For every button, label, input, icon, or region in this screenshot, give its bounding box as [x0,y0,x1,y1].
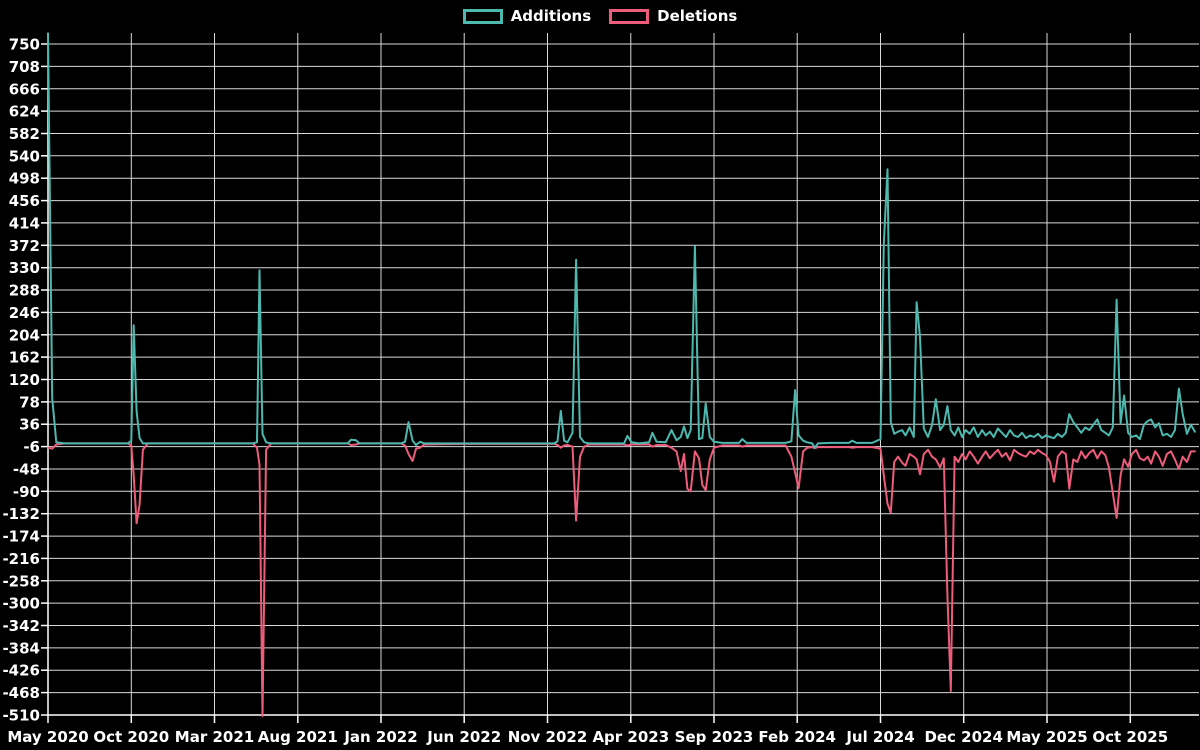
y-tick-label: 330 [9,259,40,277]
y-tick-label: -342 [2,617,40,635]
additions-line [47,32,1196,449]
legend-label-additions: Additions [510,7,592,25]
y-tick-label: 498 [9,170,40,188]
y-tick-label: -90 [13,483,40,501]
y-tick-label: 624 [9,103,40,121]
y-tick-label: 540 [9,147,40,165]
additions-swatch-icon [462,8,503,24]
y-tick-label: 78 [19,393,40,411]
y-tick-label: 750 [9,36,40,54]
y-tick-label: -216 [2,550,40,568]
y-tick-label: 204 [9,326,40,344]
deletions-line [47,442,1196,717]
y-tick-label: 456 [9,192,40,210]
x-tick-label: May 2025 [1006,728,1087,746]
x-tick-label: Jul 2024 [845,728,914,746]
x-tick-label: Dec 2024 [924,728,1003,746]
y-tick-label: -300 [2,595,40,613]
y-tick-label: -468 [2,684,40,702]
y-tick-label: 666 [9,80,40,98]
chart-legend: Additions Deletions [0,7,1200,25]
y-tick-label: 288 [9,282,40,300]
x-tick-label: Aug 2021 [258,728,338,746]
x-tick-label: Oct 2025 [1092,728,1168,746]
x-tick-label: Sep 2023 [675,728,754,746]
y-tick-label: 708 [9,58,40,76]
legend-item-deletions[interactable]: Deletions [609,7,737,25]
y-tick-label: -510 [2,707,40,725]
x-tick-label: Jan 2022 [343,728,417,746]
legend-label-deletions: Deletions [657,7,738,25]
y-tick-label: -426 [2,662,40,680]
y-tick-label: -384 [2,639,40,657]
y-tick-label: 246 [9,304,40,322]
x-tick-label: Apr 2023 [592,728,669,746]
y-tick-label: 414 [9,214,40,232]
x-tick-label: Jun 2022 [426,728,501,746]
x-tick-label: May 2020 [7,728,88,746]
y-tick-label: -132 [2,505,40,523]
y-tick-label: 372 [9,237,40,255]
x-tick-label: Mar 2021 [175,728,254,746]
y-tick-label: 120 [9,371,40,389]
y-tick-label: 36 [19,416,40,434]
y-tick-label: -6 [23,438,40,456]
y-tick-label: -174 [2,528,40,546]
x-tick-label: Feb 2024 [758,728,836,746]
y-tick-label: 582 [9,125,40,143]
y-tick-label: -48 [13,461,40,479]
deletions-swatch-icon [609,8,650,24]
y-tick-label: 162 [9,349,40,367]
x-tick-label: Nov 2022 [508,728,588,746]
x-tick-label: Oct 2020 [93,728,169,746]
y-tick-label: -258 [2,572,40,590]
legend-item-additions[interactable]: Additions [462,7,592,25]
